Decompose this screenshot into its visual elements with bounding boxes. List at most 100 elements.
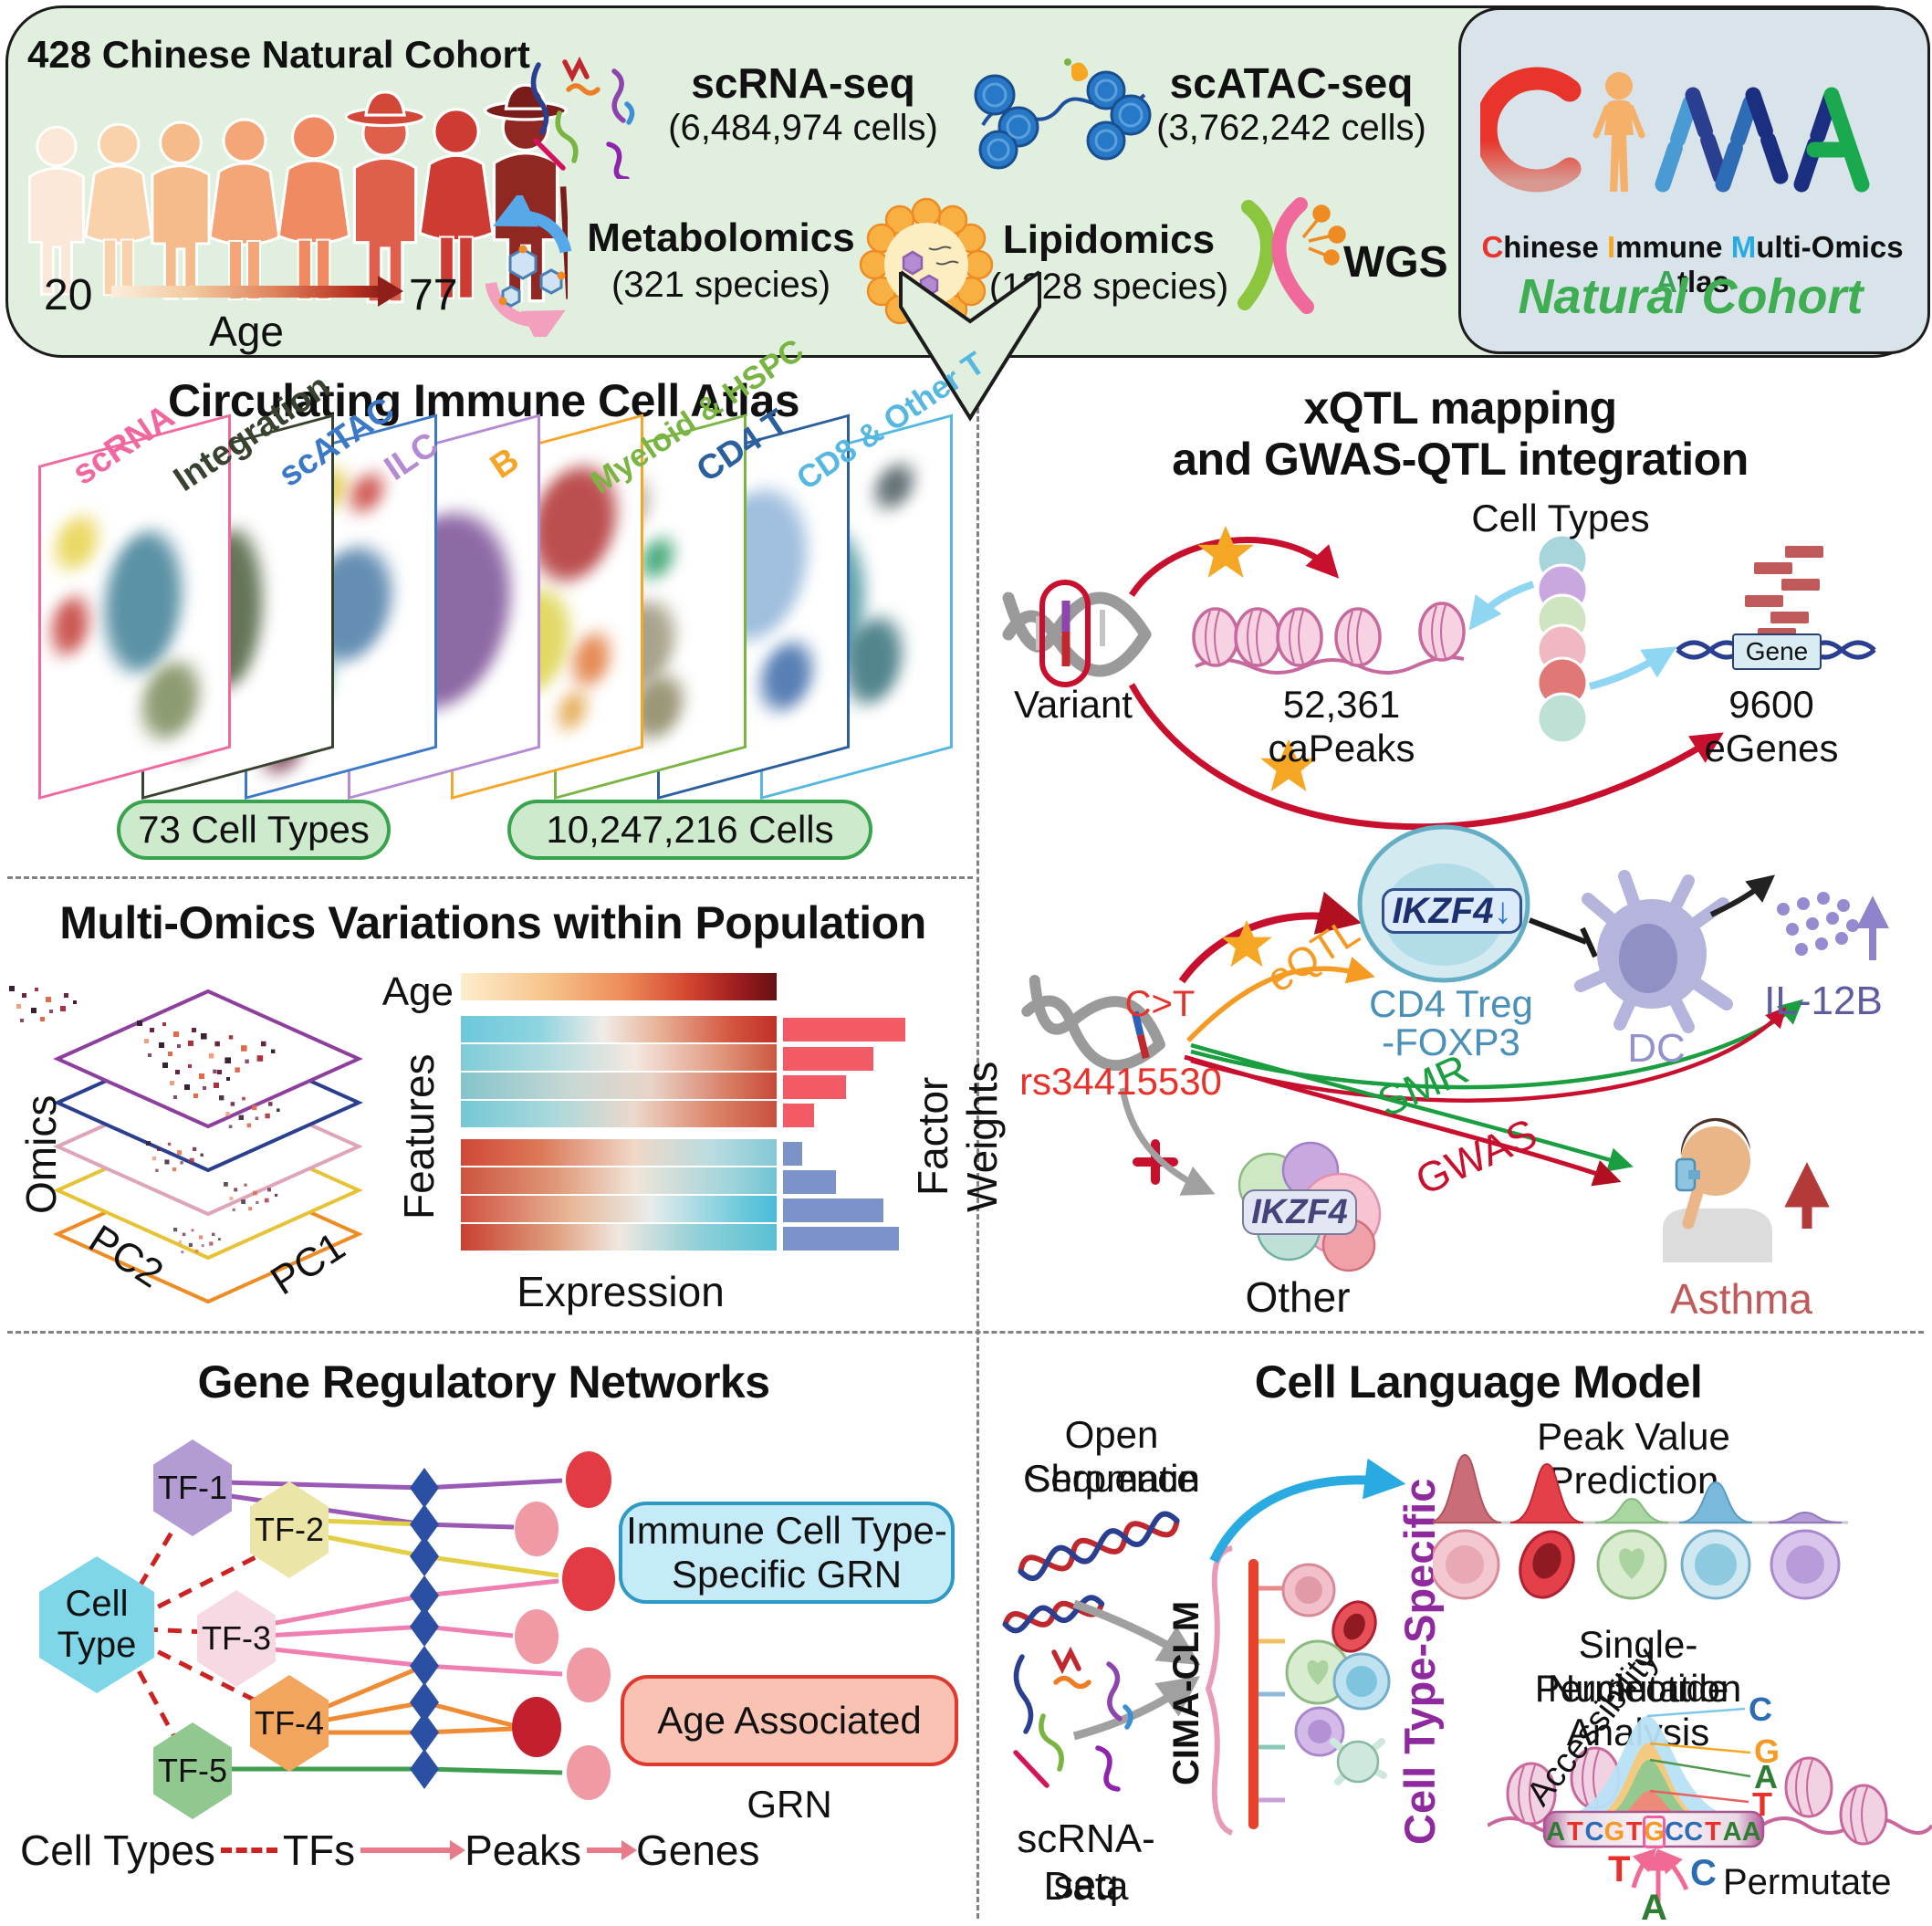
immune-grn-badge: Immune Cell Type- Specific GRN <box>619 1502 955 1604</box>
treg-label-line1: CD4 Treg <box>1369 982 1533 1025</box>
metabolomics-count: (321 species) <box>611 265 831 305</box>
other-label: Other <box>1245 1273 1351 1321</box>
seq-letter: T <box>1625 1817 1643 1847</box>
predicted-peaks-row <box>1433 1453 1848 1524</box>
wgs-icon <box>1238 197 1346 314</box>
nucleotide-t-label: T <box>1752 1785 1772 1823</box>
legend-cell-types: Cell Types <box>20 1827 215 1874</box>
il12b-dots-icon <box>1777 892 1859 956</box>
legend-peaks: Peaks <box>465 1827 581 1874</box>
dendritic-cell-icon <box>1330 1738 1387 1785</box>
factor-weight-bar <box>783 1227 899 1251</box>
scrna-data-icon <box>1013 1646 1133 1792</box>
seq-letter: C <box>1684 1817 1704 1847</box>
badge-cell-types: 73 Cell Types <box>117 800 391 860</box>
legend-tfs: TFs <box>282 1827 356 1874</box>
cima-clm-model-icon <box>1205 1545 1391 1836</box>
seq-letter: A <box>1546 1817 1566 1847</box>
cima-logo <box>1480 67 1870 193</box>
factor-weight-bar <box>783 1142 802 1166</box>
xqtl-art <box>1002 526 1889 1272</box>
asthma-person-icon <box>1663 1117 1772 1262</box>
variant-label: Variant <box>1014 683 1133 726</box>
factor-weight-bar <box>783 1199 883 1222</box>
treg-label-line2: -FOXP3 <box>1382 1021 1520 1063</box>
snp-id-label: rs34415530 <box>1019 1060 1222 1103</box>
dna-sequence: A T C G T G C C T A A <box>1546 1816 1761 1848</box>
multiomics-title: Multi-Omics Variations within Population <box>59 897 926 948</box>
nucleotide-a-label: A <box>1754 1758 1778 1795</box>
egenes-label: 9600 eGenes <box>1704 683 1839 769</box>
cima-subtitle: Natural Cohort <box>1518 269 1864 324</box>
grn-title: Gene Regulatory Networks <box>197 1356 770 1408</box>
seq-letter: G <box>1603 1817 1625 1847</box>
seq-letter: T <box>1705 1817 1721 1847</box>
xqtl-title-line1: xQTL mapping <box>1303 382 1617 434</box>
nucleotide-c-label: C <box>1749 1690 1772 1728</box>
cell-types-label: Cell Types <box>1471 497 1650 539</box>
clm-title: Cell Language Model <box>1254 1356 1703 1408</box>
nucleosome-icon <box>1506 1762 1557 1826</box>
dc-label: DC <box>1627 1026 1686 1071</box>
cima-name-i: I <box>1607 230 1616 264</box>
cohort-title: 428 Chinese Natural Cohort <box>27 33 530 76</box>
permute-t-label: T <box>1608 1849 1631 1889</box>
divider-left-horizontal <box>7 876 973 879</box>
atlas-title: Circulating Immune Cell Atlas <box>167 375 800 426</box>
legend-arrow-icon <box>360 1840 466 1860</box>
seq-letter: A <box>1741 1817 1761 1847</box>
nucleosome-icon <box>1839 1784 1888 1846</box>
legend-dashed-line <box>220 1847 277 1853</box>
lipidomics-label: Lipidomics <box>1002 217 1216 262</box>
capeaks-icon <box>1192 602 1466 675</box>
cell-type-line1: Cell <box>65 1584 129 1624</box>
metabolomics-label: Metabolomics <box>587 215 855 260</box>
badge-cell-count: 10,247,216 Cells <box>507 800 872 860</box>
scatac-seq-icon <box>974 58 1152 170</box>
heatmap-age-label: Age <box>381 969 454 1014</box>
snp-dna-icon <box>1021 974 1165 1072</box>
tf4-label: TF-4 <box>255 1704 324 1742</box>
cima-name-m: M <box>1730 230 1757 264</box>
seq-letter: C <box>1665 1817 1685 1847</box>
snp-analysis-line1: Single-Nucleotide <box>1547 1623 1729 1710</box>
factor-weight-bar <box>783 1104 814 1127</box>
cima-name-a: A <box>1655 265 1677 298</box>
inhibition-line <box>1528 917 1588 945</box>
banner-down-arrow <box>899 270 1041 422</box>
permute-a-label: A <box>1641 1888 1667 1926</box>
heatmap-row <box>461 1139 777 1166</box>
ikzf4-gene-label: IKZF4 <box>1392 891 1494 931</box>
star-icon <box>1197 526 1254 578</box>
expression-axis-label: Expression <box>517 1268 725 1315</box>
age-start: 20 <box>44 271 93 319</box>
cell-types-stack-icon <box>1536 533 1589 745</box>
immune-grn-line2: Specific GRN <box>671 1553 903 1596</box>
immune-grn-line1: Immune Cell Type- <box>626 1509 947 1552</box>
seq-letter-highlighted: G <box>1643 1816 1666 1848</box>
variant-dna-icon <box>1002 580 1152 687</box>
features-axis-label: Features <box>395 1053 443 1219</box>
divider-vertical <box>976 400 979 1919</box>
factor-weight-bar <box>783 1018 905 1042</box>
seq-letter: T <box>1566 1817 1583 1847</box>
nucleosome-icon <box>1784 1756 1833 1818</box>
factor-weights-axis-label: Factor Weights <box>909 1061 1006 1212</box>
scatac-seq-count: (3,762,242 cells) <box>1156 108 1426 148</box>
age-label: Age <box>209 308 284 355</box>
tf3-label: TF-3 <box>202 1619 271 1657</box>
nucleotide-g-label: G <box>1754 1732 1781 1770</box>
age-arrowhead <box>378 276 403 307</box>
factor-weight-bar <box>783 1075 846 1099</box>
heatmap-row <box>461 1196 777 1222</box>
factor-weight-bar <box>783 1047 873 1071</box>
cima-name-c: C <box>1481 230 1504 264</box>
il12b-label: IL-12B <box>1764 979 1883 1023</box>
seq-letter: A <box>1722 1817 1742 1847</box>
cima-name-rest0: hinese <box>1503 230 1599 264</box>
cima-name-rest1: mmune <box>1615 230 1723 264</box>
omics-pca-stack <box>9 986 363 1304</box>
tf5-label: TF-5 <box>158 1752 227 1789</box>
egenes-reads-icon <box>1745 546 1823 640</box>
